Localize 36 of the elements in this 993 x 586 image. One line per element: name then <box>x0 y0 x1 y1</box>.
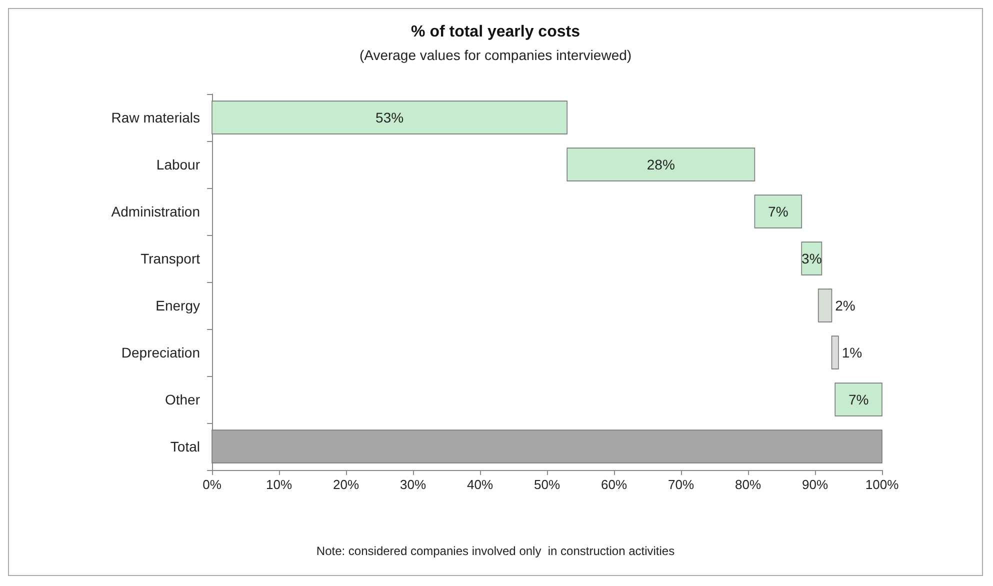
x-tick-label: 100% <box>865 477 900 492</box>
data-label: 3% <box>802 250 822 266</box>
bar <box>831 336 839 370</box>
data-label: 7% <box>768 204 788 220</box>
bar <box>754 194 802 228</box>
bar <box>834 382 882 416</box>
bar <box>212 430 882 464</box>
chart-subtitle: (Average values for companies interviewed) <box>359 47 632 63</box>
bar <box>566 148 756 182</box>
y-tick-label: Energy <box>156 298 200 314</box>
x-tick-label: 30% <box>400 477 426 492</box>
x-tick-label: 60% <box>600 477 628 492</box>
x-tick-label: 20% <box>332 477 360 492</box>
chart-title: % of total yearly costs <box>411 24 580 40</box>
y-tick-label: Total <box>170 438 200 454</box>
data-label: 2% <box>835 298 856 314</box>
x-tick-label: 40% <box>466 477 494 492</box>
x-tick-label: 50% <box>534 477 560 492</box>
x-tick-label: 10% <box>266 477 292 492</box>
y-tick-label: Other <box>164 392 200 408</box>
x-tick-label: 90% <box>802 477 828 492</box>
bar <box>818 288 832 322</box>
data-label: 7% <box>848 392 869 408</box>
x-tick-label: 70% <box>668 477 694 492</box>
x-tick-label: 0% <box>202 477 222 492</box>
text: Note: considered companies involved only in construction activities <box>316 544 675 558</box>
y-tick-label: Labour <box>156 156 200 172</box>
y-tick-label: Depreciation <box>121 344 200 360</box>
data-label: 1% <box>842 344 862 360</box>
bar <box>212 100 568 134</box>
y-tick-label: Administration <box>111 204 200 220</box>
x-tick-label: 80% <box>734 477 762 492</box>
data-label: 53% <box>376 110 404 126</box>
y-tick-label: Transport <box>140 250 200 266</box>
y-tick-label: Raw materials <box>111 110 200 126</box>
data-label: 28% <box>646 156 675 172</box>
